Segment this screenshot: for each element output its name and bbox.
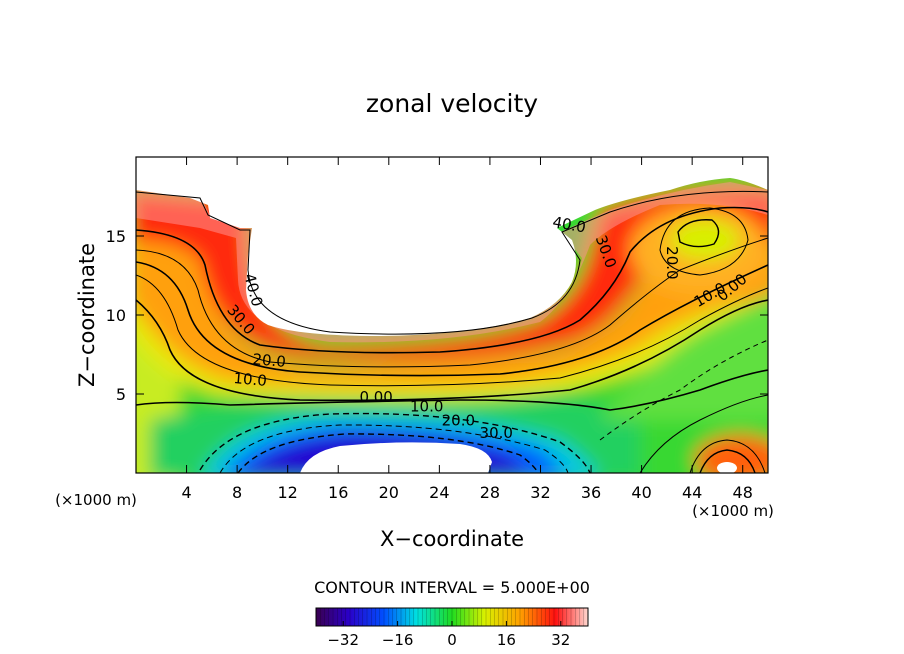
colorbar-tick-label-3: 16 bbox=[497, 631, 516, 649]
contour-label-7: 30.0 bbox=[480, 424, 513, 442]
x-tick-label-8: 36 bbox=[581, 483, 601, 502]
chart-title: zonal velocity bbox=[366, 89, 538, 118]
x-tick-label-1: 8 bbox=[232, 483, 242, 502]
colorbar-tick-label-1: −16 bbox=[382, 631, 414, 649]
x-tick-label-5: 24 bbox=[429, 483, 449, 502]
colorbar-ticks: −32 −16 0 16 32 bbox=[327, 621, 570, 649]
x-tick-label-6: 28 bbox=[480, 483, 500, 502]
x-unit-label-left: (×1000 m) bbox=[55, 491, 137, 509]
x-tick-label-7: 32 bbox=[530, 483, 550, 502]
y-tick-label-2: 15 bbox=[106, 227, 126, 246]
contour-label-2: 20.0 bbox=[252, 350, 287, 371]
contour-lines bbox=[136, 190, 768, 473]
contour-label-10: 20.0 bbox=[663, 246, 681, 279]
colorbar-stripes bbox=[320, 608, 584, 626]
colorbar-tick-label-4: 32 bbox=[551, 631, 570, 649]
contour-label-8: 40.0 bbox=[551, 213, 587, 237]
colorbar-tick-label-2: 0 bbox=[447, 631, 457, 649]
y-axis-ticks: 5 10 15 bbox=[106, 227, 768, 404]
upper-cavity bbox=[136, 157, 768, 336]
x-axis-ticks: 4 8 12 16 20 24 28 32 36 40 44 48 bbox=[181, 157, 753, 502]
y-tick-label-1: 10 bbox=[106, 306, 126, 325]
contour-label-4: 0.00 bbox=[359, 388, 392, 406]
top-fringe bbox=[136, 182, 768, 343]
contour-label-3: 10.0 bbox=[233, 369, 268, 390]
x-tick-label-4: 20 bbox=[379, 483, 399, 502]
lower-cavity bbox=[300, 442, 492, 473]
small-cavity bbox=[717, 462, 737, 473]
contour-label-5: 10.0 bbox=[410, 397, 443, 415]
x-tick-label-3: 16 bbox=[328, 483, 348, 502]
contour-interval-label: CONTOUR INTERVAL = 5.000E+00 bbox=[314, 578, 590, 597]
x-tick-label-0: 4 bbox=[181, 483, 191, 502]
x-unit-label-right: (×1000 m) bbox=[692, 502, 774, 520]
colorbar-tick-label-0: −32 bbox=[327, 631, 359, 649]
y-axis-label: Z−coordinate bbox=[75, 243, 99, 387]
plot-area: 40.030.020.010.00.0010.020.030.040.030.0… bbox=[136, 157, 768, 473]
x-tick-label-10: 44 bbox=[682, 483, 702, 502]
colorbar: −32 −16 0 16 32 bbox=[315, 607, 589, 649]
x-tick-label-9: 40 bbox=[631, 483, 651, 502]
x-axis-label: X−coordinate bbox=[380, 527, 524, 551]
x-tick-label-2: 12 bbox=[278, 483, 298, 502]
y-tick-label-0: 5 bbox=[116, 385, 126, 404]
contour-label-6: 20.0 bbox=[442, 412, 475, 430]
x-tick-label-11: 48 bbox=[733, 483, 753, 502]
